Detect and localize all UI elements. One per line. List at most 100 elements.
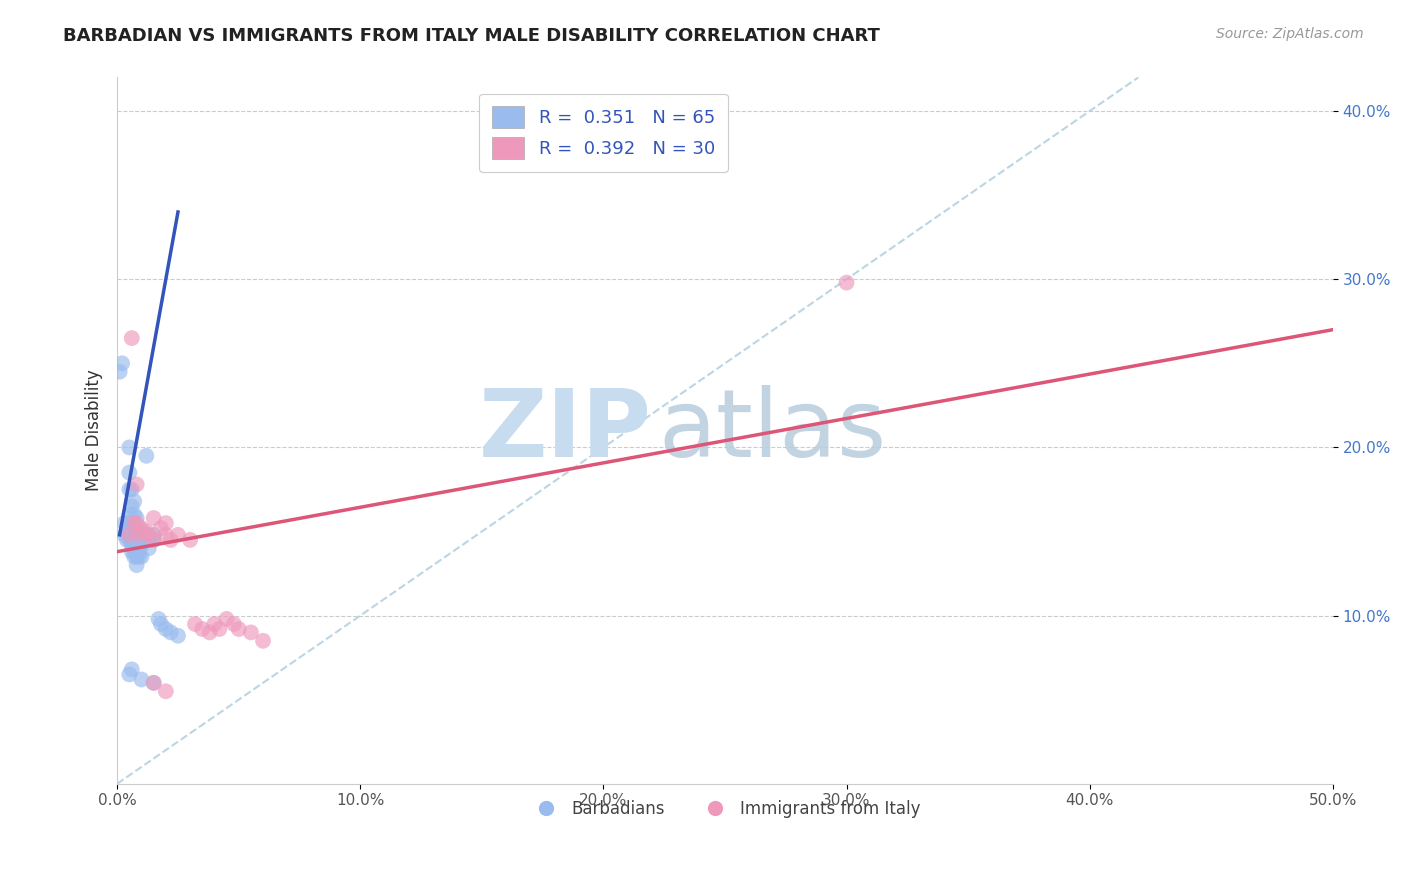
Point: [228, 622, 250, 636]
Point: [121, 533, 143, 547]
Point: [125, 538, 148, 552]
Point: [122, 549, 145, 564]
Point: [128, 521, 150, 535]
Point: [132, 533, 155, 547]
Point: [121, 483, 143, 497]
Point: [159, 625, 181, 640]
Point: [118, 524, 141, 539]
Point: [125, 528, 148, 542]
Point: [222, 617, 245, 632]
Point: [118, 533, 141, 547]
Point: [142, 511, 165, 525]
Text: Source: ZipAtlas.com: Source: ZipAtlas.com: [1216, 27, 1364, 41]
Point: [118, 528, 141, 542]
Y-axis label: Male Disability: Male Disability: [86, 369, 103, 491]
Point: [125, 511, 148, 525]
Point: [125, 477, 148, 491]
Point: [155, 684, 177, 698]
Point: [122, 508, 145, 522]
Point: [114, 528, 136, 542]
Point: [155, 528, 177, 542]
Point: [108, 365, 131, 379]
Text: atlas: atlas: [658, 384, 886, 476]
Point: [159, 533, 181, 547]
Point: [208, 622, 231, 636]
Point: [835, 276, 858, 290]
Point: [131, 673, 153, 687]
Point: [128, 533, 150, 547]
Point: [121, 662, 143, 676]
Point: [191, 622, 214, 636]
Point: [122, 516, 145, 530]
Point: [239, 625, 262, 640]
Point: [142, 528, 165, 542]
Point: [167, 528, 190, 542]
Point: [142, 676, 165, 690]
Point: [122, 533, 145, 547]
Point: [115, 521, 138, 535]
Point: [142, 676, 165, 690]
Point: [131, 549, 153, 564]
Point: [118, 441, 141, 455]
Point: [122, 524, 145, 539]
Point: [114, 516, 136, 530]
Point: [131, 533, 153, 547]
Point: [125, 544, 148, 558]
Point: [125, 521, 148, 535]
Point: [138, 533, 160, 547]
Point: [115, 533, 138, 547]
Point: [184, 617, 207, 632]
Point: [128, 549, 150, 564]
Point: [122, 538, 145, 552]
Point: [122, 494, 145, 508]
Point: [142, 533, 165, 547]
Point: [121, 544, 143, 558]
Point: [121, 331, 143, 345]
Point: [155, 622, 177, 636]
Point: [118, 516, 141, 530]
Point: [125, 558, 148, 573]
Point: [121, 524, 143, 539]
Point: [252, 633, 274, 648]
Point: [111, 356, 134, 370]
Point: [118, 508, 141, 522]
Point: [122, 516, 145, 530]
Point: [135, 528, 157, 542]
Text: BARBADIAN VS IMMIGRANTS FROM ITALY MALE DISABILITY CORRELATION CHART: BARBADIAN VS IMMIGRANTS FROM ITALY MALE …: [63, 27, 880, 45]
Point: [138, 528, 160, 542]
Point: [135, 449, 157, 463]
Point: [149, 521, 172, 535]
Point: [138, 541, 160, 556]
Point: [118, 667, 141, 681]
Point: [135, 524, 157, 539]
Point: [118, 483, 141, 497]
Point: [132, 528, 155, 542]
Point: [149, 617, 172, 632]
Point: [128, 528, 150, 542]
Point: [155, 516, 177, 530]
Point: [198, 625, 221, 640]
Point: [167, 629, 190, 643]
Point: [121, 528, 143, 542]
Point: [125, 516, 148, 530]
Point: [128, 538, 150, 552]
Point: [179, 533, 201, 547]
Point: [142, 533, 165, 547]
Point: [122, 544, 145, 558]
Point: [131, 528, 153, 542]
Point: [204, 617, 226, 632]
Text: ZIP: ZIP: [479, 384, 652, 476]
Point: [118, 528, 141, 542]
Point: [125, 533, 148, 547]
Point: [121, 516, 143, 530]
Point: [128, 528, 150, 542]
Point: [215, 612, 238, 626]
Point: [121, 538, 143, 552]
Point: [131, 538, 153, 552]
Point: [118, 466, 141, 480]
Point: [121, 500, 143, 514]
Point: [148, 612, 170, 626]
Legend: Barbadians, Immigrants from Italy: Barbadians, Immigrants from Italy: [523, 794, 927, 825]
Point: [128, 544, 150, 558]
Point: [131, 521, 153, 535]
